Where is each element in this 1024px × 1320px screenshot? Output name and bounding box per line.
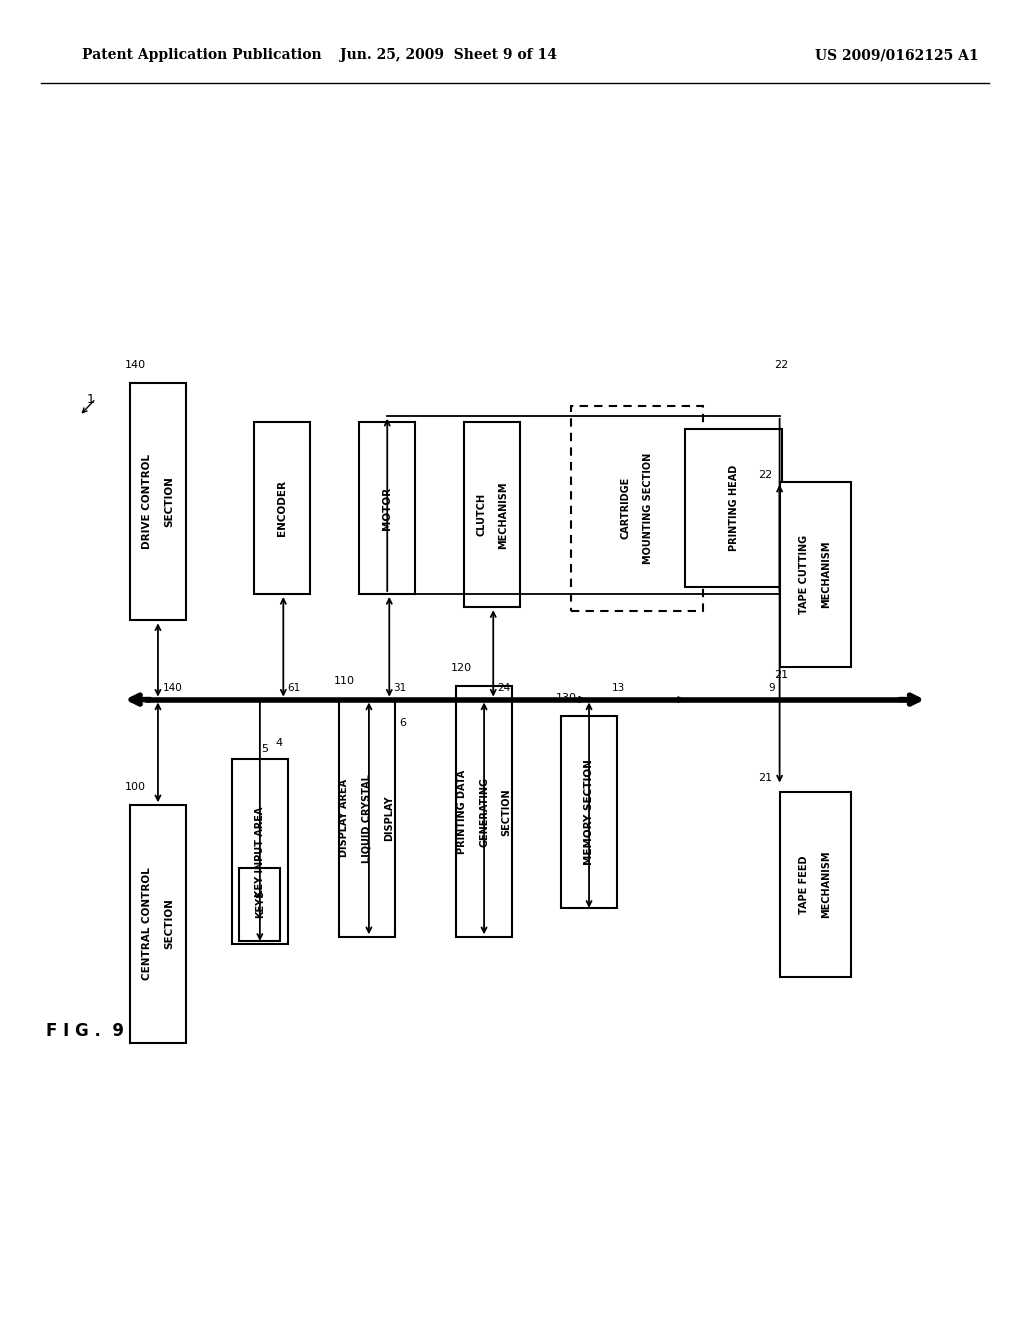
Text: MECHANISM: MECHANISM — [499, 480, 509, 549]
Text: 5: 5 — [261, 744, 268, 755]
Text: Patent Application Publication: Patent Application Publication — [82, 49, 322, 62]
Text: KEYS: KEYS — [255, 890, 265, 919]
Bar — [779, 482, 851, 667]
Text: 4: 4 — [275, 738, 283, 748]
Text: TAPE CUTTING: TAPE CUTTING — [799, 535, 809, 614]
Text: 9: 9 — [768, 682, 775, 693]
Bar — [231, 759, 288, 944]
Text: MEMORY SECTION: MEMORY SECTION — [584, 759, 594, 865]
Text: Jun. 25, 2009  Sheet 9 of 14: Jun. 25, 2009 Sheet 9 of 14 — [340, 49, 557, 62]
Bar — [359, 422, 416, 594]
Text: 13: 13 — [611, 682, 625, 693]
Text: DISPLAY AREA: DISPLAY AREA — [339, 779, 349, 858]
Bar — [464, 422, 520, 607]
Text: 6: 6 — [399, 718, 407, 729]
Bar — [561, 715, 617, 908]
Text: GENERATING: GENERATING — [479, 776, 489, 847]
Text: 110: 110 — [334, 676, 354, 686]
Text: 140: 140 — [163, 682, 183, 693]
Text: MECHANISM: MECHANISM — [821, 850, 831, 919]
Text: DRIVE CONTROL: DRIVE CONTROL — [141, 454, 152, 549]
Bar — [339, 700, 395, 937]
Bar — [130, 383, 186, 620]
Bar — [130, 805, 186, 1043]
Text: CENTRAL CONTROL: CENTRAL CONTROL — [141, 867, 152, 981]
Text: SECTION: SECTION — [502, 788, 512, 836]
Bar — [570, 407, 703, 610]
Text: CLUTCH: CLUTCH — [476, 494, 486, 536]
Text: 100: 100 — [125, 781, 145, 792]
Text: LIQUID CRYSTAL: LIQUID CRYSTAL — [361, 774, 372, 863]
Text: 22: 22 — [758, 470, 772, 480]
Text: SECTION: SECTION — [164, 899, 174, 949]
Bar — [240, 869, 281, 940]
Text: 22: 22 — [774, 359, 788, 370]
Text: 24: 24 — [498, 682, 511, 693]
Text: PRINTING HEAD: PRINTING HEAD — [729, 465, 738, 552]
Bar — [456, 686, 512, 937]
Bar — [685, 429, 782, 587]
Text: PRINTING DATA: PRINTING DATA — [457, 770, 467, 854]
Text: SECTION: SECTION — [164, 477, 174, 527]
Bar — [254, 422, 310, 594]
Text: 130: 130 — [556, 693, 577, 702]
Text: ENCODER: ENCODER — [278, 480, 288, 536]
Text: KEY INPUT AREA: KEY INPUT AREA — [255, 807, 265, 896]
Text: TAPE FEED: TAPE FEED — [799, 855, 809, 913]
Text: 21: 21 — [758, 774, 772, 784]
Text: 21: 21 — [774, 669, 788, 680]
Text: DISPLAY: DISPLAY — [384, 796, 394, 841]
Text: 31: 31 — [393, 682, 407, 693]
Bar — [779, 792, 851, 977]
Text: MECHANISM: MECHANISM — [821, 540, 831, 609]
Text: 61: 61 — [288, 682, 301, 693]
Text: 1: 1 — [87, 392, 94, 405]
Text: CARTRIDGE: CARTRIDGE — [621, 477, 631, 540]
Text: US 2009/0162125 A1: US 2009/0162125 A1 — [815, 49, 979, 62]
Text: MOTOR: MOTOR — [382, 487, 392, 529]
Text: MOUNTING SECTION: MOUNTING SECTION — [643, 453, 653, 564]
Text: F I G .  9: F I G . 9 — [46, 1022, 124, 1040]
Text: 140: 140 — [125, 359, 146, 370]
Text: 120: 120 — [451, 663, 472, 673]
